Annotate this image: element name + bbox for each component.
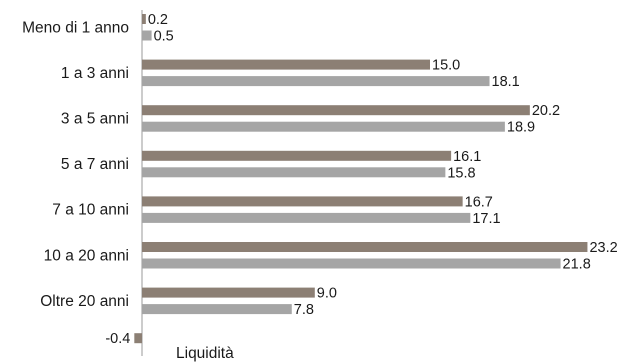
value-labels: 0.20.5 15.0 18.1 20.218.9 16.115.8 16.717.1 23… (105, 12, 617, 347)
bar-10-a-20-anni-series-1 (142, 242, 588, 252)
bar-1-a-3-anni-series-2 (142, 76, 490, 87)
bars (134, 14, 588, 344)
bar-1-a-3-anni-series-1 (142, 59, 430, 70)
bar-oltre-20-anni-series-2 (142, 304, 292, 315)
value-label-5-a-7-anni-series-1: 16.1 (453, 149, 481, 165)
bar-7-a-10-anni-series-1 (142, 196, 463, 207)
bar-meno-di-1-anno-series-2 (142, 30, 152, 41)
value-label-oltre-20-anni-series-2: 7.8 (294, 302, 314, 318)
value-label-10-a-20-anni-series-2: 21.8 (563, 257, 591, 273)
value-label-7-a-10-anni-series-1: 16.7 (465, 194, 493, 210)
category-label-meno-di-1-anno: Meno di 1 anno (22, 19, 129, 36)
value-label-3-a-5-anni-series-2: 18.9 (507, 120, 535, 136)
value-label-oltre-20-anni-series-1: 9.0 (317, 286, 337, 302)
category-label-3-a-5-anni: 3 a 5 anni (61, 110, 129, 127)
bar-meno-di-1-anno-series-1 (142, 14, 146, 24)
value-label-liquidita-series-1: -0.4 (105, 331, 130, 347)
value-label-meno-di-1-anno-series-2: 0.5 (154, 29, 174, 45)
category-label-liquidita: Liquidità (176, 345, 234, 362)
category-label-10-a-20-anni: 10 a 20 anni (44, 247, 129, 264)
value-label-5-a-7-anni-series-2: 15.8 (447, 165, 475, 181)
bar-5-a-7-anni-series-2 (142, 167, 446, 178)
bar-7-a-10-anni-series-2 (142, 212, 471, 223)
category-label-7-a-10-anni: 7 a 10 anni (52, 202, 129, 219)
bar-10-a-20-anni-series-2 (142, 258, 561, 269)
value-label-7-a-10-anni-series-2: 17.1 (472, 211, 500, 227)
value-label-10-a-20-anni-series-1: 23.2 (589, 240, 617, 256)
bar-3-a-5-anni-series-1 (142, 105, 530, 116)
category-label-5-a-7-anni: 5 a 7 anni (61, 156, 129, 173)
category-label-1-a-3-anni: 1 a 3 anni (61, 65, 129, 82)
value-label-3-a-5-anni-series-1: 20.2 (532, 103, 560, 119)
value-label-meno-di-1-anno-series-1: 0.2 (148, 12, 168, 28)
value-label-1-a-3-anni-series-1: 15.0 (432, 58, 460, 74)
value-label-1-a-3-anni-series-2: 18.1 (492, 74, 520, 90)
bar-3-a-5-anni-series-2 (142, 121, 505, 132)
bar-oltre-20-anni-series-1 (142, 287, 315, 298)
bar-5-a-7-anni-series-1 (142, 150, 452, 161)
category-label-oltre-20-anni: Oltre 20 anni (40, 293, 129, 310)
bar-liquidita-series-1 (134, 333, 142, 344)
category-labels: Meno di 1 anno 1 a 3 anni 3 a 5 anni 5 a 7 … (22, 19, 234, 362)
